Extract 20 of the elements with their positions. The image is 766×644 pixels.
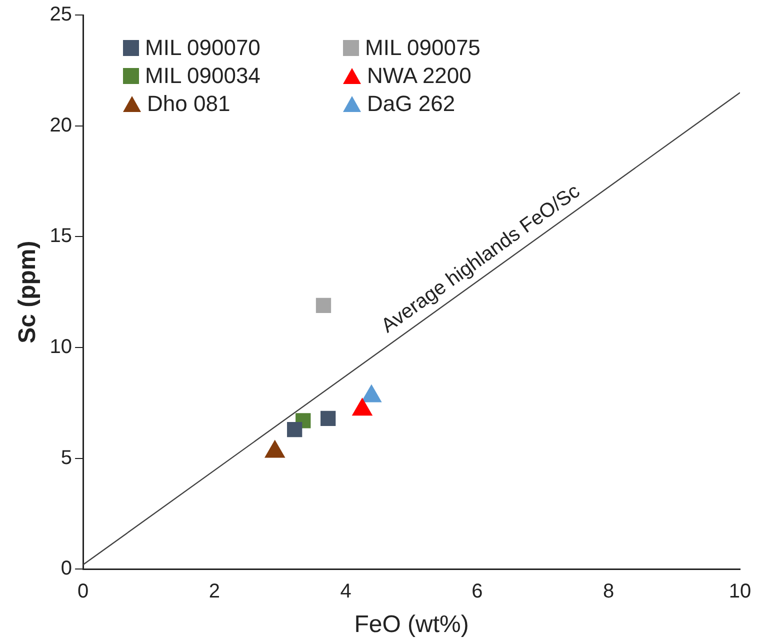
legend-label: Dho 081 bbox=[147, 91, 230, 117]
x-tick-label: 8 bbox=[603, 580, 614, 603]
legend-label: NWA 2200 bbox=[367, 63, 472, 89]
x-tick-label: 2 bbox=[208, 580, 220, 603]
x-tick-label: 4 bbox=[340, 580, 352, 603]
y-tick-label: 10 bbox=[50, 336, 72, 358]
legend-label: MIL 090034 bbox=[145, 63, 260, 89]
y-tick-label: 20 bbox=[50, 114, 72, 136]
y-axis-title: Sc (ppm) bbox=[14, 240, 42, 344]
x-axis-title: FeO (wt%) bbox=[354, 611, 469, 638]
y-tick-label: 5 bbox=[60, 446, 72, 469]
y-tick-label: 0 bbox=[60, 558, 72, 580]
x-tick-label: 0 bbox=[77, 580, 89, 603]
y-tick-label: 15 bbox=[50, 225, 72, 248]
y-tick-label: 25 bbox=[50, 4, 72, 26]
legend-label: MIL 090070 bbox=[145, 35, 260, 61]
legend-label: DaG 262 bbox=[367, 91, 456, 117]
legend-label: MIL 090075 bbox=[365, 35, 480, 61]
x-tick-label: 10 bbox=[728, 580, 752, 603]
x-tick-label: 6 bbox=[472, 580, 483, 603]
